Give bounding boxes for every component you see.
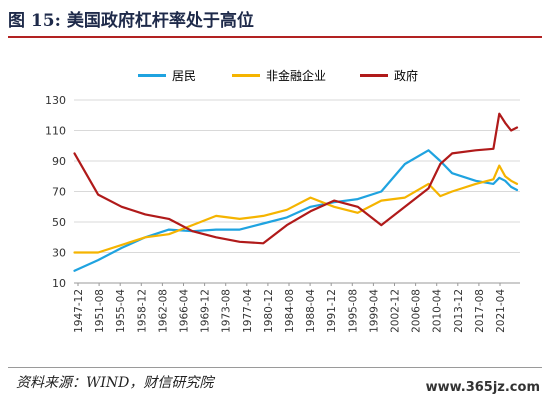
legend-item-corporate: 非金融企业 [232,66,326,86]
x-tick-label-1991-12: 1991-12 [326,289,338,333]
y-tick-label-130: 130 [45,94,66,107]
legend-swatch-government [360,74,388,77]
x-tick-label-1962-08: 1962-08 [157,289,169,333]
header-rule [8,36,542,38]
figure-label: 图 15: [8,11,61,31]
x-tick-label-2002-12: 2002-12 [390,289,402,333]
x-tick-label-1977-04: 1977-04 [242,289,254,333]
x-tick-label-1951-08: 1951-08 [94,289,106,333]
y-tick-label-30: 30 [52,247,66,260]
y-tick-label-10: 10 [52,277,66,290]
x-tick-label-2013-12: 2013-12 [453,289,465,333]
x-tick-label-2021-04: 2021-04 [495,289,507,333]
footer-rule [8,367,542,368]
y-tick-label-90: 90 [52,155,66,168]
source-note: 资料来源：WIND，财信研究院 [16,375,214,391]
legend-label-corporate: 非金融企业 [266,69,327,83]
y-tick-label-110: 110 [45,125,66,138]
x-tick-label-1947-12: 1947-12 [73,289,85,333]
x-tick-label-2017-08: 2017-08 [474,289,486,333]
x-tick-label-1966-04: 1966-04 [179,289,191,333]
x-tick-label-2006-08: 2006-08 [411,289,423,333]
x-tick-label-1984-08: 1984-08 [284,289,296,333]
figure-header: 图 15: 美国政府杠杆率处于高位 [8,6,542,36]
y-tick-label-50: 50 [52,216,66,229]
x-tick-label-1969-12: 1969-12 [200,289,212,333]
chart-legend: 居民 非金融企业 政府 [0,66,550,86]
x-tick-label-1988-04: 1988-04 [305,289,317,333]
legend-swatch-household [138,74,166,77]
x-tick-label-1995-08: 1995-08 [347,289,359,333]
series-line-government [73,112,519,245]
legend-label-government: 政府 [394,69,419,83]
x-tick-label-1999-04: 1999-04 [368,289,380,333]
legend-item-household: 居民 [138,66,196,86]
site-watermark: www.365jz.com [425,380,540,395]
x-tick-label-1973-08: 1973-08 [221,289,233,333]
leverage-line-chart: 10 30 50 70 90 110 130 1947-12 1951-08 1955-04 195… [45,94,520,333]
series-line-corporate [73,164,519,254]
x-tick-label-1958-12: 1958-12 [136,289,148,333]
figure-title: 美国政府杠杆率处于高位 [66,11,254,31]
x-tick-label-1980-12: 1980-12 [263,289,275,333]
x-tick-label-1955-04: 1955-04 [115,289,127,333]
legend-swatch-corporate [232,74,260,77]
y-tick-label-70: 70 [52,186,66,199]
legend-label-household: 居民 [172,69,197,83]
legend-item-government: 政府 [360,66,418,86]
series-line-household [73,149,519,272]
x-tick-label-2010-04: 2010-04 [432,289,444,333]
